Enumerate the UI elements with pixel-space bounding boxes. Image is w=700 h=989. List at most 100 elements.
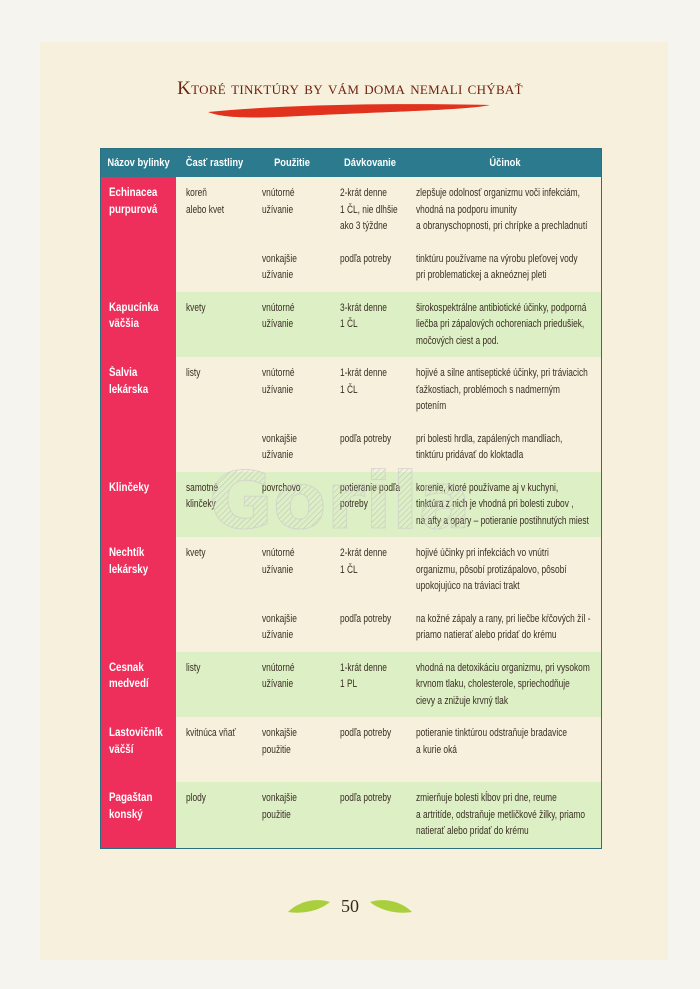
cell-line: natierať alebo pridať do krému [416,825,529,837]
cell-line: listy [186,367,201,379]
cell-line: listy [186,661,201,674]
cell-line: Lastovičník [109,727,163,739]
cell-line: Pagaštan [109,792,153,804]
table-group: vonkajšie použitie podľa potreby zmierňuje … [101,782,601,848]
plant-part: listy [186,365,200,382]
cell-line: vonkajšie [262,792,297,804]
column-header: Dávkovanie [344,157,396,169]
herb-name: Kapucínka väčšia [109,300,158,333]
herb-name: Echinacea purpurová [109,185,157,218]
cell-line: väčšia [109,318,139,330]
cell-line: pri problematickej a akneóznej pleti [416,269,547,281]
cell-line: 1-krát denne [340,367,387,379]
dose-cell: 2-krát denne 1 ČL [340,545,387,578]
dose-cell: 1-krát denne 1 PL [340,660,387,693]
cell-line: upokojujúco na tráviaci trakt [416,580,520,592]
effect-cell: korenie, ktoré používame aj v kuchyni, ti… [416,480,589,530]
leaf-right [370,900,412,913]
use-cell: vonkajšie užívanie [262,611,297,644]
cell-line: 2-krát denne [340,187,387,199]
cell-line: plody [186,792,206,804]
cell-line: Kapucínka [109,301,159,314]
effect-cell: zmierňuje bolesti kĺbov pri dne, reume a … [416,790,585,840]
cell-line: na kožné zápaly a rany, pri liečbe kŕčov… [416,612,591,625]
table-group: vnútorné užívanie 1-krát denne 1 PL vhodná n… [101,651,601,717]
cell-line: kvety [186,547,206,559]
table-group: vonkajšie použitie podľa potreby potieranie… [101,717,601,782]
name-column [101,717,176,782]
cell-line: klinčeky [186,498,216,510]
dose-cell: 3-krát denne 1 ČL [340,300,387,333]
cell-line: vnútorné [262,367,295,379]
cell-line: Šalvia [109,367,138,379]
cell-line: užívanie [262,318,294,330]
cell-line: alebo kvet [186,203,225,216]
plant-part: samotné klinčeky [186,480,218,513]
cell-line: vonkajšie [262,432,297,445]
cell-line: a kurie oká [416,743,457,756]
cell-line: 1 ČL, nie dlhšie [340,203,398,216]
herb-name: Pagaštan konský [109,790,152,823]
use-cell: vnútorné užívanie [262,185,295,218]
title: Ktoré tinktúry by vám doma nemali chýbať [177,78,523,99]
dose-cell: 1-krát denne 1 ČL [340,365,387,398]
cell-line: korenie, ktoré používame aj v kuchyni, [416,481,559,494]
herb-name: Cesnak medvedí [109,660,149,693]
dose-cell: 2-krát denne 1 ČL, nie dlhšie ako 3 týždne [340,185,398,235]
cell-line: vonkajšie [262,252,297,265]
cell-line: podľa potreby [340,252,392,265]
effect-cell: zlepšuje odolnosť organizmu voči infekci… [416,185,587,235]
cell-line: vhodná na detoxikáciu organizmu, pri vys… [416,661,590,674]
cell-line: potením [416,400,447,412]
use-cell: vonkajšie použitie [262,790,297,823]
cell-line: potreby [340,498,368,510]
cell-line: užívanie [262,269,294,281]
effect-cell: vhodná na detoxikáciu organizmu, pri vys… [416,660,590,710]
cell-line: vonkajšie [262,727,297,739]
cell-line: organizmu, pôsobí protizápalovo, pôsobí [416,563,567,576]
cell-line: lekárska [109,383,149,396]
dose-cell: podľa potreby [340,725,391,742]
column-header: Účinok [489,157,521,169]
herb-name: Klinčeky [109,480,149,497]
cell-line: Nechtík [109,547,145,559]
cell-line: zlepšuje odolnosť organizmu voči infekci… [416,187,580,199]
cell-line: cievy a znižuje krvný tlak [416,694,508,707]
cell-line: a artritíde, odstraňuje metličkové žilky… [416,808,585,821]
cell-line: podľa potreby [340,792,392,804]
cell-line: priamo natierať alebo pridať do krému [416,629,557,641]
cell-line: vhodná na podporu imunity [416,203,517,216]
table-group: vnútorné užívanie 2-krát denne 1 ČL, nie dl… [101,177,601,292]
cell-line: hojivé účinky pri infekciách vo vnútri [416,547,549,559]
use-cell: vonkajšie použitie [262,725,297,758]
effect-cell: potieranie tinktúrou odstraňuje bradavic… [416,725,567,758]
cell-line: širokospektrálne antibiotické účinky, po… [416,301,587,314]
cell-line: purpurová [109,203,158,216]
dose-cell: podľa potreby [340,431,391,448]
column-header: Časť rastliny [185,157,244,169]
column-header: Použitie [274,157,310,169]
leaf-left [288,900,330,913]
cell-line: tinktúra z nich je vhodná pri bolesti zu… [416,498,574,510]
cell-line: potieranie podľa [340,481,401,494]
cell-line: 1 ČL [340,563,358,576]
cell-line: vnútorné [262,301,295,314]
dose-cell: potieranie podľa potreby [340,480,400,513]
cell-line: hojivé a silne antiseptické účinky, pri … [416,367,588,379]
cell-line: väčší [109,743,134,756]
name-column [101,177,176,292]
name-column [101,291,176,357]
effect-cell: širokospektrálne antibiotické účinky, po… [416,300,586,350]
herb-name: Lastovičník väčší [109,725,163,758]
name-column [101,782,176,848]
plant-part: kvitnúca vňať [186,725,236,742]
cell-line: vnútorné [262,547,295,559]
cell-line: užívanie [262,449,294,461]
cell-line: potieranie tinktúrou odstraňuje bradavic… [416,727,568,739]
cell-line: 1-krát denne [340,661,387,674]
cell-line: užívanie [262,203,294,216]
cell-line: užívanie [262,678,294,690]
cell-line: ťažkostiach, problémoch s nadmerným [416,383,560,396]
use-cell: vnútorné užívanie [262,365,295,398]
